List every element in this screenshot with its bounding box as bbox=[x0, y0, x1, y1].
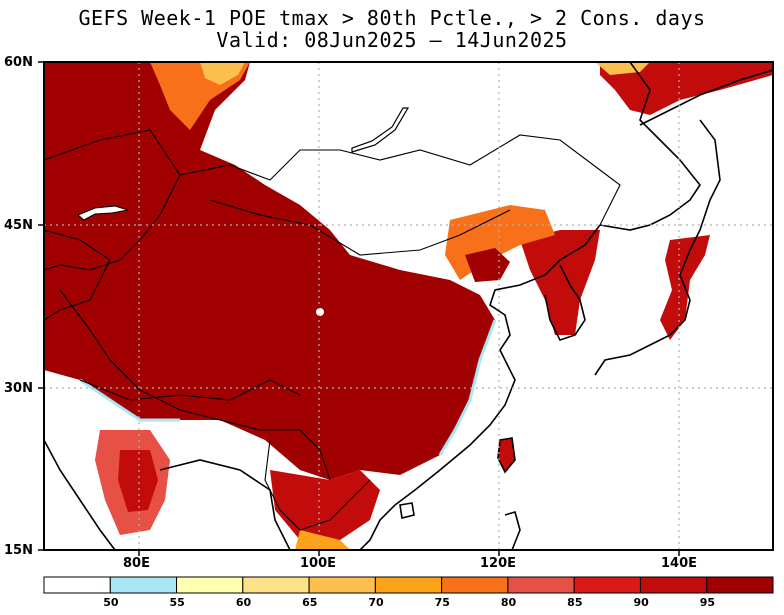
cool-fringe-south bbox=[79, 378, 180, 422]
heat-region-indochina-fringe bbox=[295, 530, 350, 550]
colorbar-swatch bbox=[706, 576, 774, 594]
indochina-coast bbox=[359, 504, 396, 550]
border-himalaya bbox=[59, 289, 331, 481]
colorbar-swatch bbox=[242, 576, 310, 594]
heat-field bbox=[44, 62, 773, 550]
india-coast bbox=[44, 439, 116, 550]
heat-fringe-north-yellow bbox=[200, 62, 245, 85]
border-central-asia bbox=[44, 229, 111, 321]
cool-fringe-east bbox=[438, 319, 497, 456]
colorbar-swatch bbox=[374, 576, 443, 594]
lon-label-80e: 80E bbox=[123, 556, 150, 571]
colorbar-tick-label: 80 bbox=[500, 596, 517, 609]
border-tibet bbox=[79, 379, 301, 401]
lat-label-15n: 15N bbox=[4, 543, 33, 558]
kamchatka-coast bbox=[639, 69, 773, 126]
lat-label-30n: 30N bbox=[4, 381, 33, 396]
colorbar-swatch bbox=[43, 576, 111, 594]
lake-balkhash bbox=[77, 205, 129, 221]
grid-lines bbox=[44, 62, 773, 550]
colorbar-tick-label: 95 bbox=[699, 596, 716, 609]
colorbar-tick-label: 70 bbox=[368, 596, 384, 609]
colorbar-swatch bbox=[441, 576, 509, 594]
heat-region-taiwan bbox=[498, 438, 515, 472]
okhotsk-coast bbox=[599, 62, 701, 231]
colorbar bbox=[43, 576, 774, 594]
map-subtitle: Valid: 08Jun2025 – 14Jun2025 bbox=[216, 28, 568, 52]
colorbar-tick-label: 85 bbox=[567, 596, 583, 609]
philippines-coast bbox=[504, 510, 521, 550]
colorbar-tick-label: 50 bbox=[103, 596, 119, 609]
heat-region-northeast bbox=[600, 62, 773, 115]
colorbar-tick-label: 90 bbox=[633, 596, 649, 609]
lat-label-45n: 45N bbox=[4, 218, 33, 233]
hainan-coast bbox=[399, 502, 415, 519]
colorbar-tick-label: 55 bbox=[169, 596, 185, 609]
lon-label-140e: 140E bbox=[661, 556, 698, 571]
colorbar-swatch bbox=[507, 576, 575, 594]
plot-frame bbox=[43, 61, 774, 551]
colorbar-swatch bbox=[308, 576, 376, 594]
lon-label-120e: 120E bbox=[480, 556, 517, 571]
heat-region-india-inner bbox=[118, 450, 158, 512]
colorbar-swatch bbox=[573, 576, 641, 594]
lat-label-60n: 60N bbox=[4, 55, 33, 70]
lon-label-100e: 100E bbox=[300, 556, 337, 571]
china-east-coast bbox=[394, 224, 601, 506]
coastlines bbox=[44, 62, 773, 550]
heat-region-korea bbox=[520, 230, 600, 335]
taiwan-coast bbox=[497, 437, 516, 474]
colorbar-swatch bbox=[109, 576, 178, 594]
korea-coast bbox=[544, 264, 586, 341]
border-mongolia bbox=[179, 134, 621, 226]
map-title: GEFS Week-1 POE tmax > 80th Pctle., > 2 … bbox=[78, 6, 706, 30]
colorbar-tick-label: 60 bbox=[235, 596, 252, 609]
colorbar-swatch bbox=[176, 576, 244, 594]
lake-baikal bbox=[351, 107, 410, 153]
bay-bengal-coast bbox=[159, 459, 291, 550]
colorbar-swatch bbox=[639, 576, 708, 594]
border-kazakh bbox=[44, 129, 181, 271]
tick-marks bbox=[38, 61, 680, 556]
colorbar-tick-label: 65 bbox=[302, 596, 318, 609]
border-china-south-mongolia bbox=[209, 199, 511, 256]
heat-region-west bbox=[44, 62, 495, 480]
japan-coast bbox=[594, 119, 721, 376]
borders bbox=[44, 129, 621, 531]
heat-region-indochina bbox=[270, 470, 380, 540]
border-myanmar bbox=[264, 439, 371, 531]
colorbar-tick-label: 75 bbox=[434, 596, 450, 609]
hole-central bbox=[316, 308, 324, 316]
